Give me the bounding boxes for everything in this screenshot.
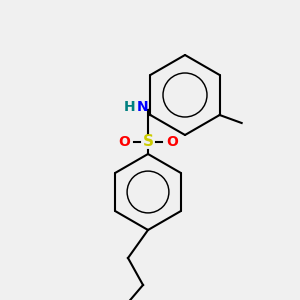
Text: H: H <box>124 100 136 114</box>
Text: N: N <box>137 100 149 114</box>
Text: S: S <box>142 134 154 149</box>
Text: O: O <box>166 135 178 149</box>
Text: O: O <box>118 135 130 149</box>
